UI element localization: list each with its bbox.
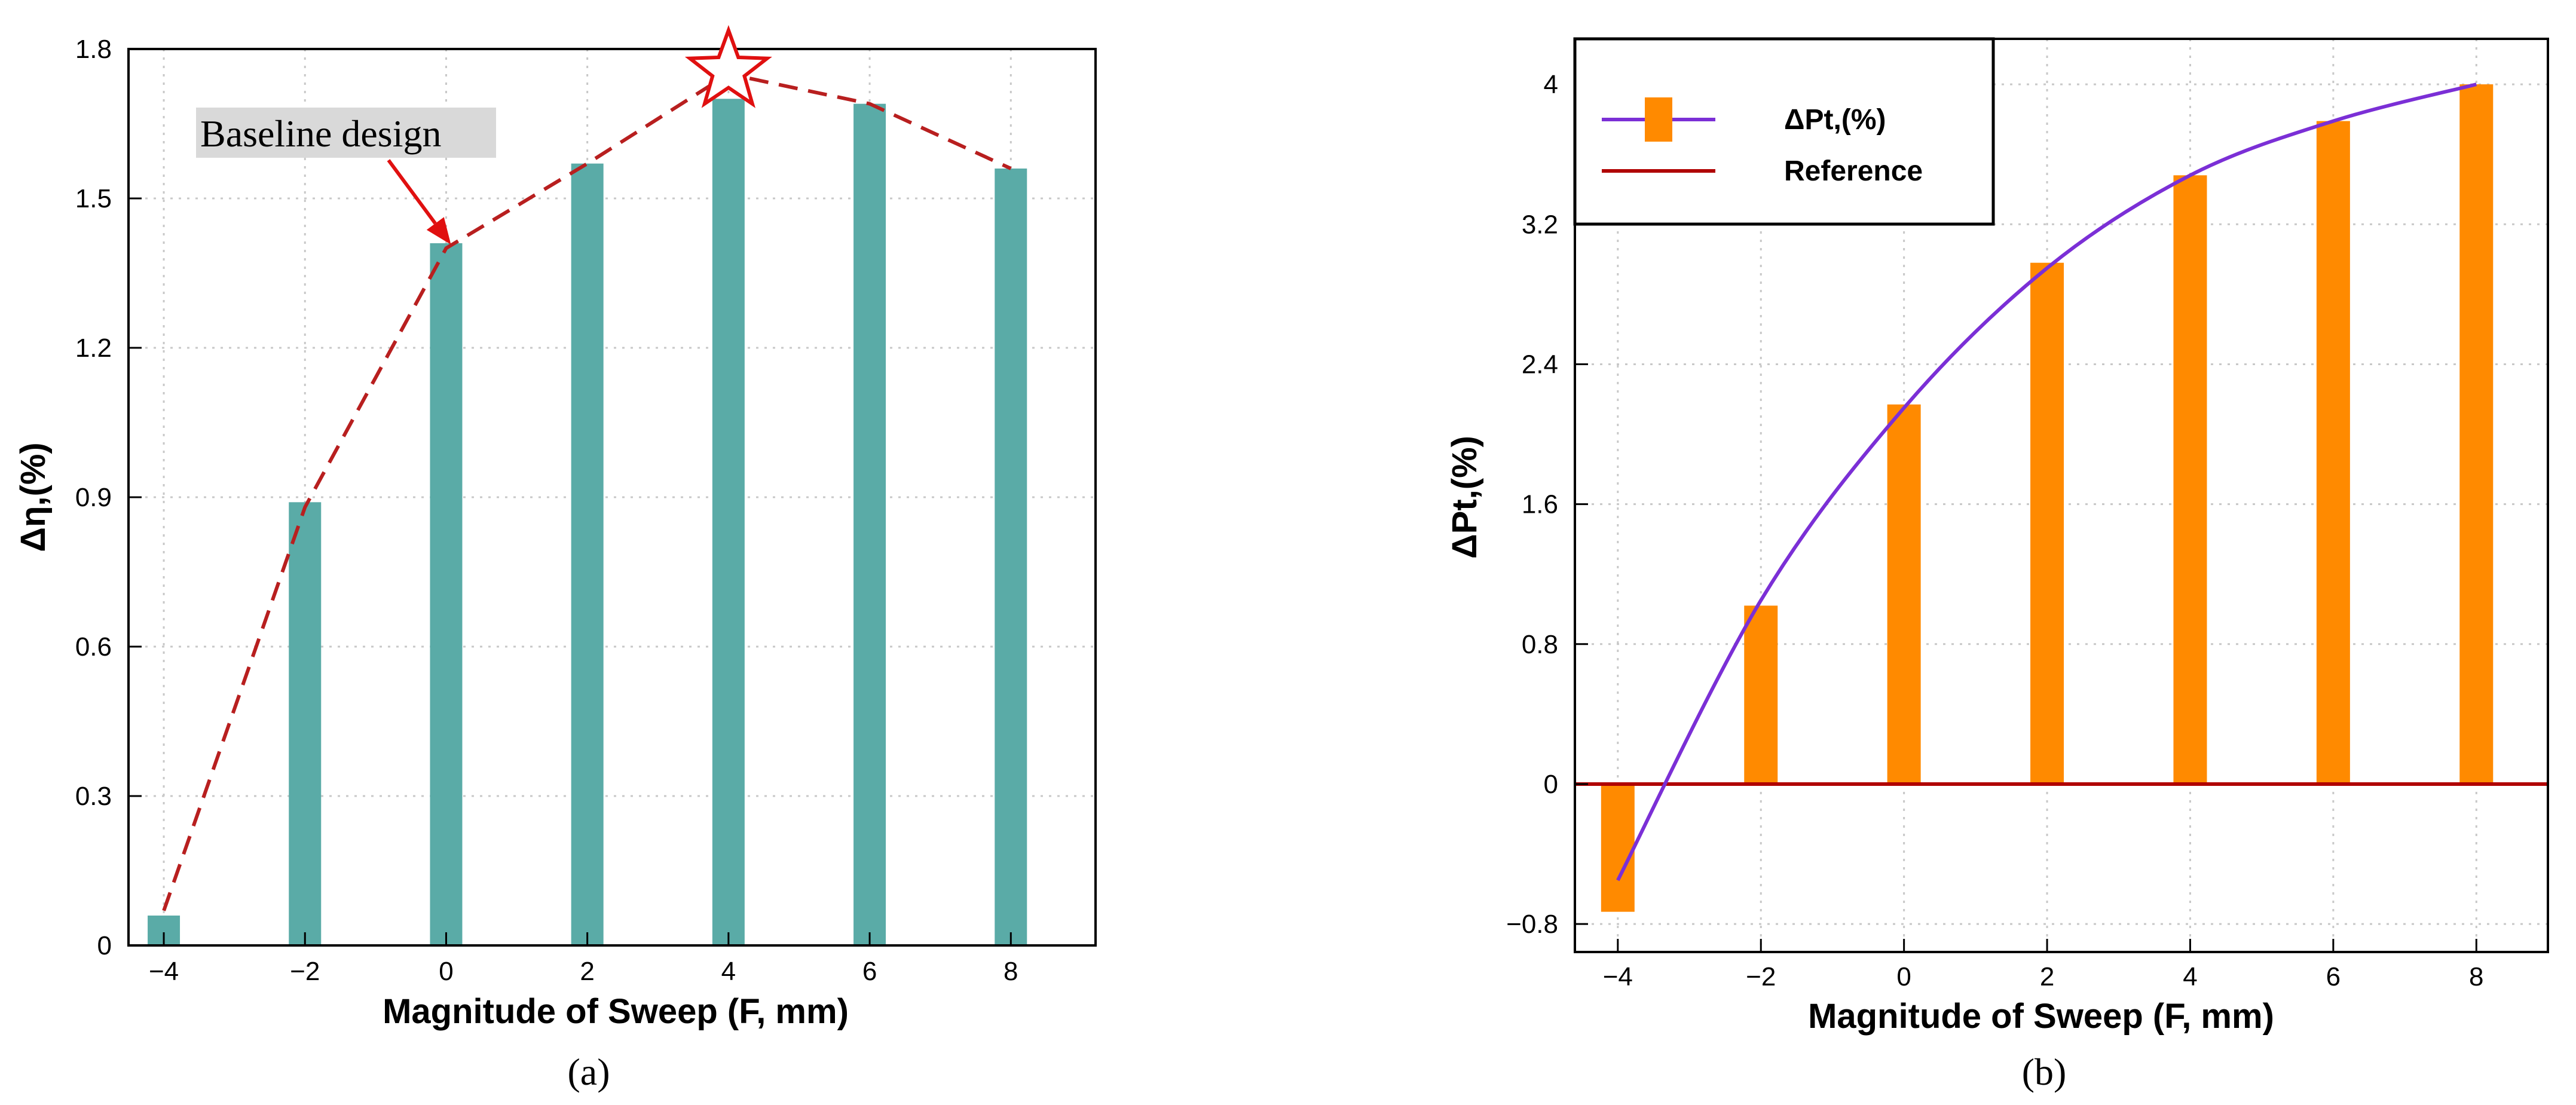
trend-line [162,72,1012,911]
annotation-arrow [387,159,437,225]
x-tick-label: 0 [439,957,453,986]
x-axis-ticks: −4 −2 0 2 4 6 8 [1603,939,2484,991]
x-tick-label: 4 [2183,962,2197,991]
bar [1744,605,1778,784]
y-axis-ticks: −0.8 0 0.8 1.6 2.4 3.2 4 [1506,70,1588,939]
bar [2459,84,2494,784]
x-tick-label: −4 [149,957,179,986]
x-tick-label: 0 [1896,962,1911,991]
x-tick-label: 6 [862,957,877,986]
panel-a-efficiency-chart: 0 0.3 0.6 0.9 1.2 1.5 1.8 −4 −2 0 2 4 6 8 Baseline d… [14,25,1097,1093]
bar-series [1601,84,2494,912]
y-tick-label: 1.8 [75,35,112,64]
x-tick-label: −4 [1603,962,1633,991]
x-tick-label: 2 [580,957,594,986]
bar [2316,121,2350,784]
panel-label: (a) [567,1051,610,1093]
legend-label-delta-pt: ΔPt,(%) [1784,104,1886,136]
bar [1601,783,1635,912]
y-tick-label: 1.6 [1522,490,1558,519]
x-tick-label: 6 [2326,962,2341,991]
legend-label-reference: Reference [1784,155,1923,187]
bar [2173,175,2207,784]
bar [712,99,745,945]
annotation-background [196,108,496,158]
bar [853,103,886,946]
y-tick-label: 1.2 [75,333,112,363]
bar-series [148,99,1027,946]
legend-box [1573,37,1995,226]
x-axis-title: Magnitude of Sweep (F, mm) [1808,997,2274,1036]
y-tick-label: 0.9 [75,483,112,512]
trend-curve [1616,82,2477,881]
y-tick-label: 3.2 [1522,210,1558,239]
y-tick-label: 0.8 [1522,630,1558,659]
panel-label: (b) [2022,1051,2067,1093]
y-tick-label: 0 [1544,770,1558,799]
bar [1887,404,1921,784]
y-tick-label: 4 [1544,70,1558,99]
star-marker [684,25,772,108]
y-tick-label: 0.3 [75,782,112,811]
x-tick-label: −2 [290,957,320,986]
bar [430,243,463,945]
x-tick-label: −2 [1746,962,1776,991]
bar [995,169,1027,945]
legend: ΔPt,(%) Reference [1573,37,1995,226]
y-tick-label: 0 [97,931,112,960]
plot-frame [1574,38,2549,953]
legend-bar-swatch [1645,97,1672,142]
grid-lines [129,49,1096,945]
y-tick-label: −0.8 [1506,910,1558,939]
bar [2030,262,2064,784]
x-tick-label: 4 [721,957,736,986]
x-axis-ticks: −4 −2 0 2 4 6 8 [149,932,1018,986]
y-axis-title: ΔPt,(%) [1445,436,1484,559]
y-axis-ticks: 0 0.3 0.6 0.9 1.2 1.5 1.8 [75,35,142,960]
bar [289,502,322,945]
y-axis-title: Δη,(%) [14,442,53,552]
baseline-design-label: Baseline design [200,112,441,155]
x-tick-label: 2 [2040,962,2054,991]
annotation-arrow-head [426,217,451,245]
x-tick-label: 8 [1004,957,1018,986]
y-tick-label: 2.4 [1522,350,1558,379]
panel-b-pressure-chart: −0.8 0 0.8 1.6 2.4 3.2 4 −4 −2 0 2 4 6 8 ΔPt,(%) Ref… [1445,37,2549,1093]
y-tick-label: 0.6 [75,632,112,662]
bar [571,163,604,946]
x-tick-label: 8 [2469,962,2483,991]
x-axis-title: Magnitude of Sweep (F, mm) [383,992,849,1031]
y-tick-label: 1.5 [75,184,112,213]
